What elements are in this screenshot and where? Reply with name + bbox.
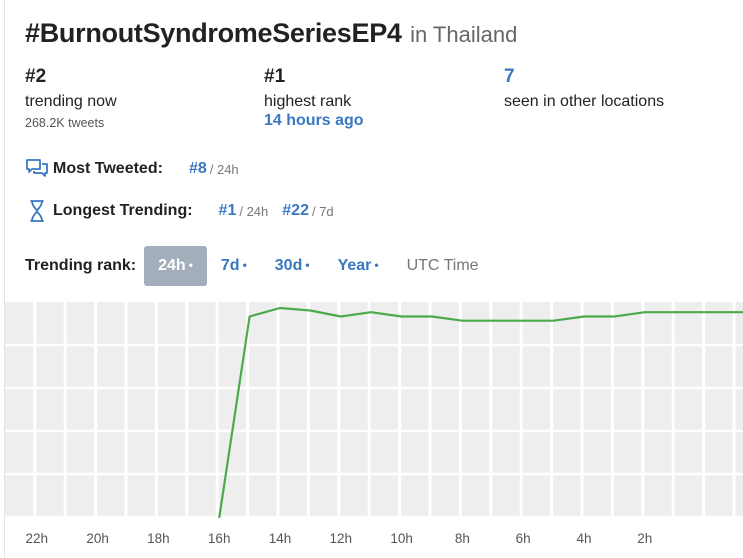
chart-x-tick-label: 18h bbox=[147, 531, 170, 546]
trending-rank-label: Trending rank: bbox=[25, 257, 137, 274]
stat-other-locations: 7 seen in other locations bbox=[504, 66, 664, 111]
longest-trending-period-7d: / 7d bbox=[311, 203, 334, 219]
tab-7d-dot: • bbox=[242, 258, 247, 272]
chart-x-tick-label: 2h bbox=[637, 531, 652, 546]
chart-x-tick-label: 12h bbox=[330, 531, 353, 546]
chart-x-tick-label: 16h bbox=[208, 531, 231, 546]
highest-rank-value: #1 bbox=[264, 66, 286, 87]
hourglass-icon bbox=[25, 199, 49, 223]
chart-x-tick-label: 14h bbox=[269, 531, 292, 546]
stat-highest-rank: #1 highest rank 14 hours ago bbox=[264, 66, 364, 130]
chart-x-tick-label: 6h bbox=[516, 531, 531, 546]
trending-rank-chart: 22h 20h 18h 16h 14h 12h 10h 8h 6h 4h 2h bbox=[5, 302, 743, 558]
hashtag-title: #BurnoutSyndromeSeriesEP4 bbox=[25, 18, 402, 48]
tab-24h-label: 24h bbox=[158, 257, 186, 274]
tab-24h-dot: • bbox=[188, 258, 193, 272]
tab-30d[interactable]: 30d • bbox=[261, 246, 324, 286]
chart-x-tick-label: 22h bbox=[26, 531, 49, 546]
chart-x-tick-label: 20h bbox=[86, 531, 109, 546]
rank-chart-svg: 22h 20h 18h 16h 14h 12h 10h 8h 6h 4h 2h bbox=[5, 302, 743, 546]
stat-trending-now: #2 trending now 268.2K tweets bbox=[25, 66, 117, 130]
utc-time-toggle[interactable]: UTC Time bbox=[406, 257, 479, 274]
most-tweeted-rank-24h-link[interactable]: #8 bbox=[188, 160, 207, 177]
chart-plot-background bbox=[5, 302, 743, 516]
highest-rank-label: highest rank bbox=[264, 93, 352, 110]
chart-x-tick-label: 4h bbox=[576, 531, 591, 546]
tweet-count: 268.2K tweets bbox=[25, 116, 105, 130]
chart-series-line bbox=[218, 306, 743, 519]
tab-7d[interactable]: 7d • bbox=[207, 246, 261, 286]
trend-card: #BurnoutSyndromeSeriesEP4 in Thailand #2… bbox=[4, 0, 743, 558]
tab-7d-label: 7d bbox=[220, 257, 240, 274]
tab-30d-label: 30d bbox=[274, 257, 303, 274]
most-tweeted-row: Most Tweeted: #8 / 24h bbox=[25, 157, 253, 181]
longest-trending-row: Longest Trending: #1 / 24h #22 / 7d bbox=[25, 199, 348, 223]
trending-rank-value: #2 bbox=[25, 66, 47, 87]
tab-30d-dot: • bbox=[305, 258, 310, 272]
longest-trending-rank-7d-link[interactable]: #22 bbox=[282, 202, 309, 219]
tab-year[interactable]: Year • bbox=[324, 246, 393, 286]
most-tweeted-period-24h: / 24h bbox=[209, 161, 239, 177]
highest-rank-time-link[interactable]: 14 hours ago bbox=[264, 112, 364, 129]
rank-tabs: Trending rank: 24h • 7d • 30d • Year • UTC T… bbox=[25, 246, 493, 286]
other-locations-count-link[interactable]: 7 bbox=[504, 66, 515, 87]
longest-trending-period-24h: / 24h bbox=[239, 203, 269, 219]
tab-year-dot: • bbox=[374, 258, 379, 272]
longest-trending-label: Longest Trending: bbox=[53, 202, 193, 219]
tab-year-label: Year bbox=[337, 257, 372, 274]
most-tweeted-label: Most Tweeted: bbox=[53, 160, 163, 177]
chart-x-tick-label: 10h bbox=[390, 531, 413, 546]
other-locations-label: seen in other locations bbox=[504, 93, 665, 110]
chart-x-tick-label: 8h bbox=[455, 531, 470, 546]
tab-24h[interactable]: 24h • bbox=[144, 246, 207, 286]
trending-rank-label: trending now bbox=[25, 93, 117, 110]
longest-trending-rank-24h-link[interactable]: #1 bbox=[218, 202, 237, 219]
chat-bubbles-icon bbox=[25, 157, 49, 181]
location-label: in Thailand bbox=[410, 22, 518, 47]
title-row: #BurnoutSyndromeSeriesEP4 in Thailand bbox=[25, 18, 517, 49]
